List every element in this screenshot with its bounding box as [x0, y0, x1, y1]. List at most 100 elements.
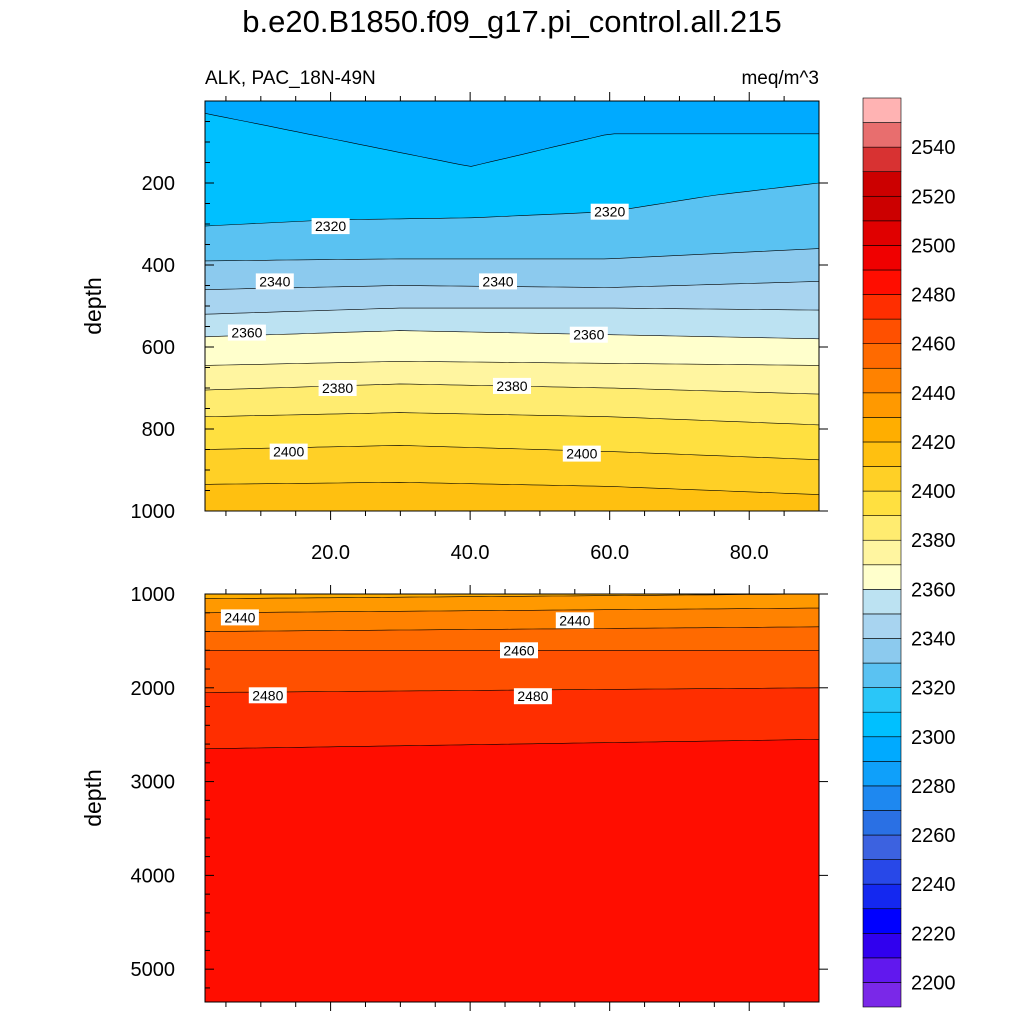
colorbar-box — [862, 883, 902, 910]
top-contour-label: 2360 — [231, 325, 262, 341]
top-contour-label-box — [318, 380, 357, 396]
bottom-y-tick-label: 4000 — [131, 865, 176, 887]
bottom-y-axis-label: depth — [80, 769, 106, 827]
top-contour-label: 2400 — [566, 446, 597, 462]
colorbar-label: 2380 — [911, 530, 956, 552]
bottom-plot-frame — [204, 593, 820, 1003]
bottom-contour-label-box — [220, 609, 259, 626]
x-tick-label: 80.0 — [730, 542, 769, 564]
top-contour-label-box — [479, 273, 517, 290]
top-y-tick-label: 1000 — [131, 501, 176, 523]
top-contour-label: 2400 — [273, 444, 304, 460]
top-contour-label: 2380 — [496, 378, 527, 394]
colorbar-label: 2360 — [911, 579, 956, 601]
bottom-contour-label: 2440 — [224, 609, 255, 625]
colorbar-box — [862, 146, 902, 173]
colorbar-box — [862, 957, 902, 983]
colorbar-label: 2200 — [911, 972, 956, 994]
x-tick-label: 60.0 — [590, 542, 629, 564]
bottom-contour-label: 2440 — [559, 612, 590, 628]
top-contour-line-2300 — [205, 113, 819, 167]
colorbar-label: 2220 — [911, 923, 956, 945]
colorbar-label: 2520 — [911, 186, 956, 208]
colorbar-box — [862, 97, 902, 123]
colorbar-box — [862, 589, 902, 615]
x-tick-label: 40.0 — [451, 542, 490, 564]
bottom-contour-label-box — [500, 642, 538, 659]
colorbar-box — [862, 195, 902, 222]
bottom-contour-label-box — [513, 688, 552, 705]
colorbar-box — [862, 269, 902, 295]
top-contour-label: 2320 — [315, 218, 346, 234]
x-tick-label: 20.0 — [311, 542, 350, 564]
top-contour-label: 2320 — [594, 204, 625, 220]
colorbar-box — [862, 539, 902, 566]
colorbar-label: 2320 — [911, 678, 956, 700]
units-label: meq/m^3 — [741, 68, 819, 89]
bottom-fill-2480 — [205, 739, 819, 1002]
colorbar-label: 2460 — [911, 334, 956, 356]
colorbar-label: 2440 — [911, 383, 956, 405]
colorbar-box — [862, 687, 902, 713]
bottom-contour-line-2450 — [205, 626, 819, 632]
colorbar-box — [862, 245, 902, 271]
colorbar-label: 2240 — [911, 874, 956, 896]
top-contour-label-box — [562, 445, 601, 462]
colorbar-label: 2280 — [911, 776, 956, 798]
bottom-contour-line-2440 — [205, 607, 819, 614]
top-contour-line-2370 — [205, 361, 819, 366]
top-fill-2410 — [205, 482, 819, 511]
colorbar-label: 2420 — [911, 432, 956, 454]
top-y-tick-label: 600 — [142, 337, 175, 359]
top-y-axis-label: depth — [80, 277, 106, 335]
top-contour-line-2320 — [205, 182, 819, 227]
bottom-contour-line-2470 — [205, 687, 819, 693]
colorbar-box — [862, 417, 902, 443]
colorbar-box — [862, 171, 902, 197]
bottom-contour-line-2480 — [205, 739, 819, 750]
top-y-tick-label: 200 — [142, 173, 175, 195]
top-contour-label: 2340 — [259, 273, 290, 289]
bottom-y-tick-label: 3000 — [131, 772, 176, 794]
colorbar-box — [862, 908, 902, 934]
top-filled-contours: 2320 2320 2340 2340 2360 2360 2380 2380 2400 2400 — [205, 101, 819, 511]
colorbar-box — [862, 441, 902, 467]
colorbar-box — [862, 859, 902, 885]
colorbar-label: 2500 — [911, 235, 956, 257]
bottom-y-tick-label: 1000 — [131, 584, 176, 606]
colorbar-box — [862, 490, 902, 516]
top-contour-line-2330 — [205, 248, 819, 262]
colorbar: 2200 2220 2240 2260 2280 2300 2320 2340 2360 2380… — [862, 97, 956, 1008]
top-contour-line-2360 — [205, 330, 819, 340]
top-y-tick-label: 400 — [142, 255, 175, 277]
colorbar-box — [862, 392, 902, 418]
chart-title: b.e20.B1850.f09_g17.pi_control.all.215 — [242, 4, 782, 39]
colorbar-box — [862, 834, 902, 860]
variable-label: ALK, PAC_18N-49N — [205, 68, 376, 89]
bottom-contour-label-box — [248, 687, 287, 704]
bottom-contour-label-box — [555, 612, 594, 629]
colorbar-box — [862, 367, 902, 394]
colorbar-box — [862, 122, 902, 148]
colorbar-box — [862, 662, 902, 688]
colorbar-box — [862, 638, 902, 664]
colorbar-label: 2400 — [911, 481, 956, 503]
bottom-contour-line-2430 — [205, 594, 819, 599]
bottom-y-tick-label: 2000 — [131, 678, 176, 700]
colorbar-label: 2300 — [911, 727, 956, 749]
top-contour-line-2350 — [205, 307, 819, 315]
bottom-filled-contours: 2440 2440 2460 2480 2480 — [205, 594, 819, 1002]
top-contour-label-box — [255, 273, 294, 290]
colorbar-box — [862, 515, 902, 541]
colorbar-box — [862, 982, 902, 1008]
bottom-y-tick-label: 5000 — [131, 959, 176, 981]
top-contour-label-box — [269, 443, 308, 460]
top-contour-label-box — [227, 324, 266, 341]
colorbar-label: 2260 — [911, 825, 956, 847]
bottom-contour-label: 2460 — [503, 642, 534, 658]
bottom-contour-label: 2480 — [517, 688, 548, 704]
top-contour-label-box — [493, 377, 531, 394]
top-contour-label: 2380 — [322, 380, 353, 396]
colorbar-box — [862, 294, 902, 320]
